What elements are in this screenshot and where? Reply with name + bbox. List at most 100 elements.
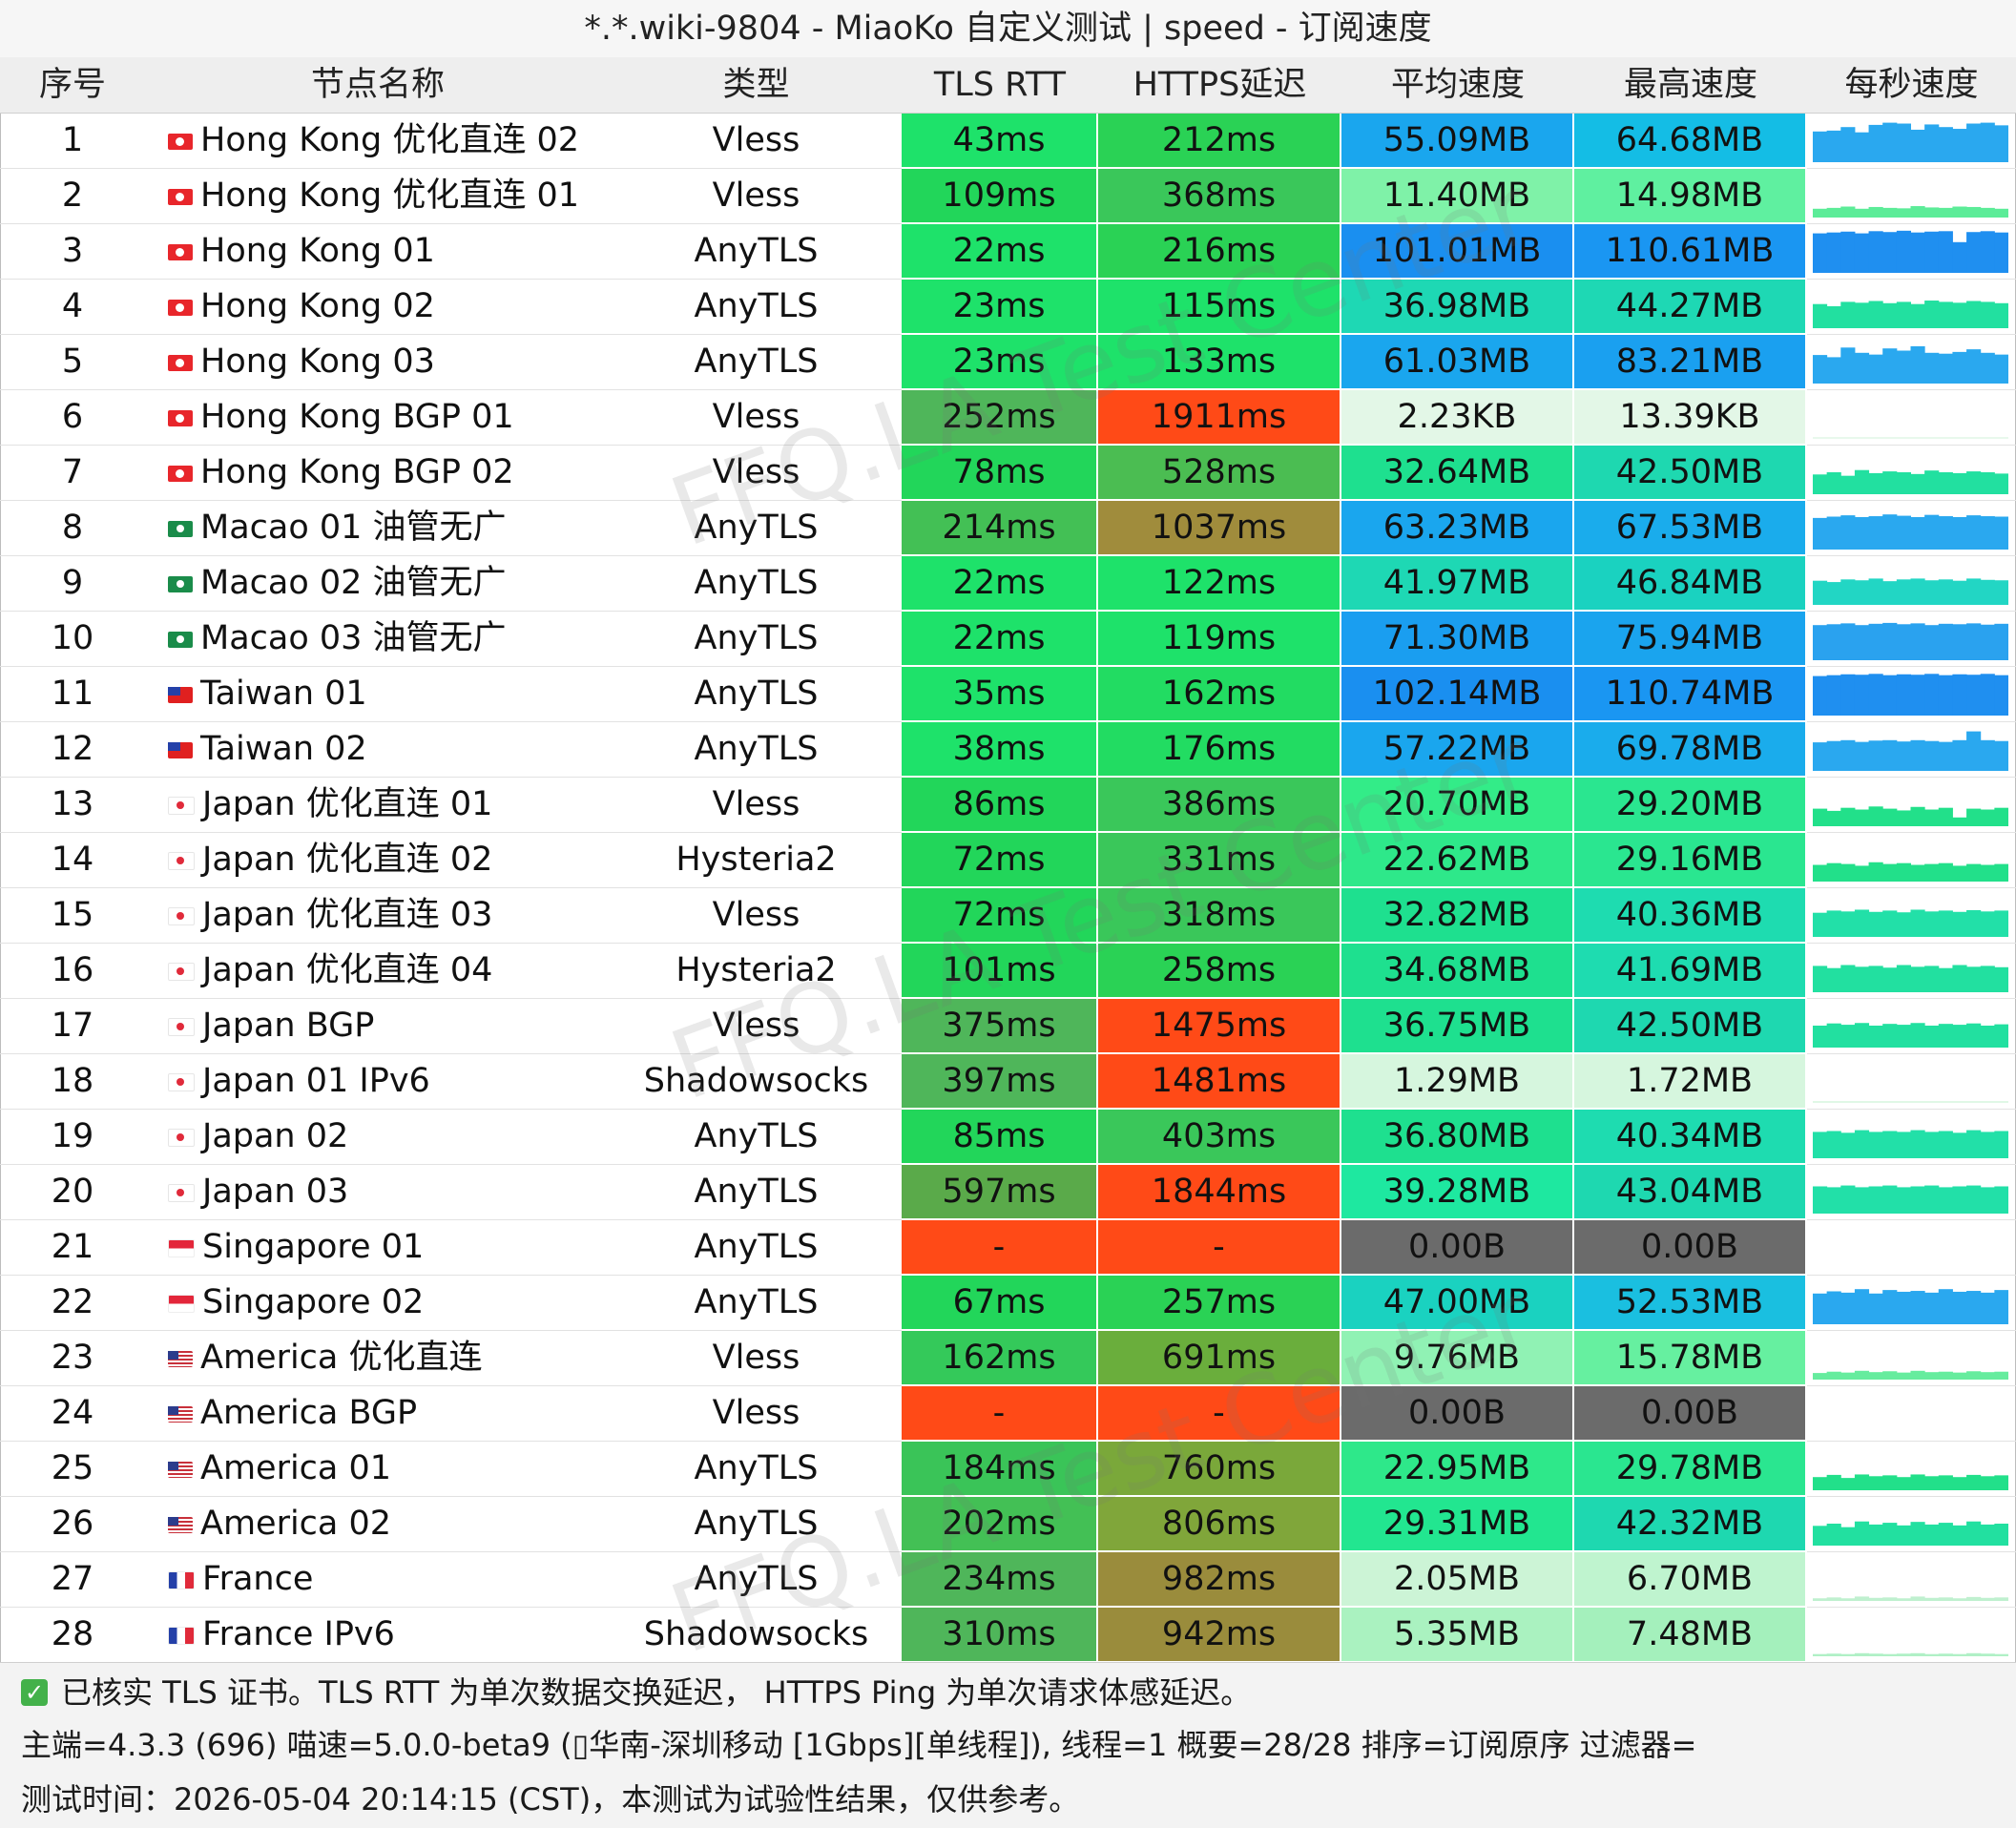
node-name: France IPv6 [202,1615,395,1653]
sparkline-bar [1840,1185,1856,1214]
table-row: 19 Japan 02 AnyTLS 85ms 403ms 36.80MB 40.34MB [0,1110,2016,1165]
sparkline-bar [1952,965,1967,992]
node-name: America 02 [200,1505,392,1543]
sparkline-bar [1910,437,1925,439]
sparkline-bar [1826,130,1841,162]
https-latency-value: 257ms [1098,1276,1341,1330]
tls-rtt-value: 101ms [902,944,1098,998]
flag-hk-icon [168,133,193,150]
sparkline-bar [1910,1522,1925,1546]
https-latency-value: 1475ms [1098,999,1341,1053]
https-latency-value: 760ms [1098,1442,1341,1496]
per-second-speed-cell [1807,1386,2016,1442]
sparkline-bar [1840,739,1856,771]
per-second-speed-cell [1807,944,2016,999]
flag-jp-icon [168,851,195,870]
checkbox-checked-icon: ✓ [21,1679,48,1706]
sparkline-bar [1813,131,1828,162]
speed-sparkline [1813,1596,2008,1601]
sparkline-bar [1896,579,1911,605]
node-name: Hong Kong 03 [200,343,435,381]
sparkline-bar [1813,474,1828,494]
sparkline-bar [1938,862,1953,882]
node-name-cell: Taiwan 01 [145,667,611,722]
sparkline-bar [1813,437,1828,439]
sparkline-bar [1952,129,1967,162]
tls-rtt-value: 23ms [902,335,1098,389]
sparkline-bar [1994,1475,2008,1490]
tls-rtt-value: 86ms [902,778,1098,832]
sparkline-bar [1854,233,1870,273]
sparkline-bar [1980,516,1995,550]
flag-fr-icon [168,1570,195,1589]
row-index: 5 [0,335,145,390]
sparkline-bar [1854,516,1870,550]
node-type: Hysteria2 [611,944,902,999]
speed-sparkline [1813,674,2008,716]
https-latency-value: 122ms [1098,556,1341,611]
table-row: 9 Macao 02 油管无广 AnyTLS 22ms 122ms 41.97MB 46.8… [0,556,2016,612]
per-second-speed-cell [1807,335,2016,390]
sparkline-bar [1966,471,1982,494]
tls-rtt-value: 22ms [902,556,1098,611]
tls-rtt-value: 38ms [902,722,1098,777]
flag-us-icon [168,1350,193,1367]
node-type: AnyTLS [611,501,902,556]
sparkline-bar [1813,1373,1828,1380]
table-row: 13 Japan 优化直连 01 Vless 86ms 386ms 20.70MB 29.2… [0,778,2016,833]
sparkline-bar [1813,303,1828,328]
per-second-speed-cell [1807,501,2016,556]
sparkline-bar [1924,809,1940,826]
sparkline-bar [1966,437,1982,439]
max-speed-value: 40.36MB [1574,888,1807,943]
sparkline-bar [1910,129,1925,162]
sparkline-bar [1882,808,1898,826]
speed-sparkline [1813,965,2008,992]
footer-tls-text: 已核实 TLS 证书。TLS RTT 为单次数据交换延迟， HTTPS Ping… [61,1674,1252,1711]
speed-sparkline [1813,1023,2008,1048]
avg-speed-value: 32.64MB [1341,446,1574,500]
node-name: Japan 优化直连 04 [202,951,493,989]
sparkline-bar [1854,865,1870,882]
sparkline-bar [1854,132,1870,162]
sparkline-bar [1840,127,1856,162]
https-latency-value: - [1098,1386,1341,1441]
sparkline-bar [1813,966,1828,992]
sparkline-bar [1994,354,2008,384]
sparkline-bar [1980,966,1995,992]
avg-speed-value: 1.29MB [1341,1054,1574,1109]
tls-rtt-value: 22ms [902,224,1098,279]
flag-jp-icon [168,1072,195,1091]
sparkline-bar [1896,810,1911,826]
sparkline-bar [1882,437,1898,439]
table-row: 3 Hong Kong 01 AnyTLS 22ms 216ms 101.01MB 110.… [0,224,2016,280]
sparkline-bar [1868,966,1883,992]
flag-hk-icon [168,188,193,205]
table-row: 23 America 优化直连 Vless 162ms 691ms 9.76MB 15.78… [0,1331,2016,1386]
node-name: Taiwan 01 [200,675,367,713]
speed-sparkline [1813,1225,2008,1269]
max-speed-value: 42.50MB [1574,446,1807,500]
sparkline-bar [1952,1653,1967,1656]
sparkline-bar [1868,516,1883,550]
sparkline-bar [1924,966,1940,992]
sparkline-bar [1813,1186,1828,1214]
sparkline-bar [1868,472,1883,494]
sparkline-bar [1840,1527,1856,1546]
sparkline-bar [1966,1474,1982,1490]
sparkline-bar [1924,1101,1940,1103]
sparkline-bar [1868,231,1883,273]
sparkline-bar [1882,1185,1898,1214]
sparkline-bar [1840,515,1856,550]
avg-speed-value: 36.80MB [1341,1110,1574,1164]
sparkline-bar [1966,1371,1982,1380]
node-type: Vless [611,778,902,833]
flag-tw-icon [168,686,193,703]
sparkline-bar [1910,1652,1925,1656]
https-latency-value: 1481ms [1098,1054,1341,1109]
max-speed-value: 40.34MB [1574,1110,1807,1164]
sparkline-bar [1966,206,1982,218]
max-speed-value: 43.04MB [1574,1165,1807,1219]
sparkline-bar [1910,1474,1925,1490]
table-row: 20 Japan 03 AnyTLS 597ms 1844ms 39.28MB 43.04M… [0,1165,2016,1220]
